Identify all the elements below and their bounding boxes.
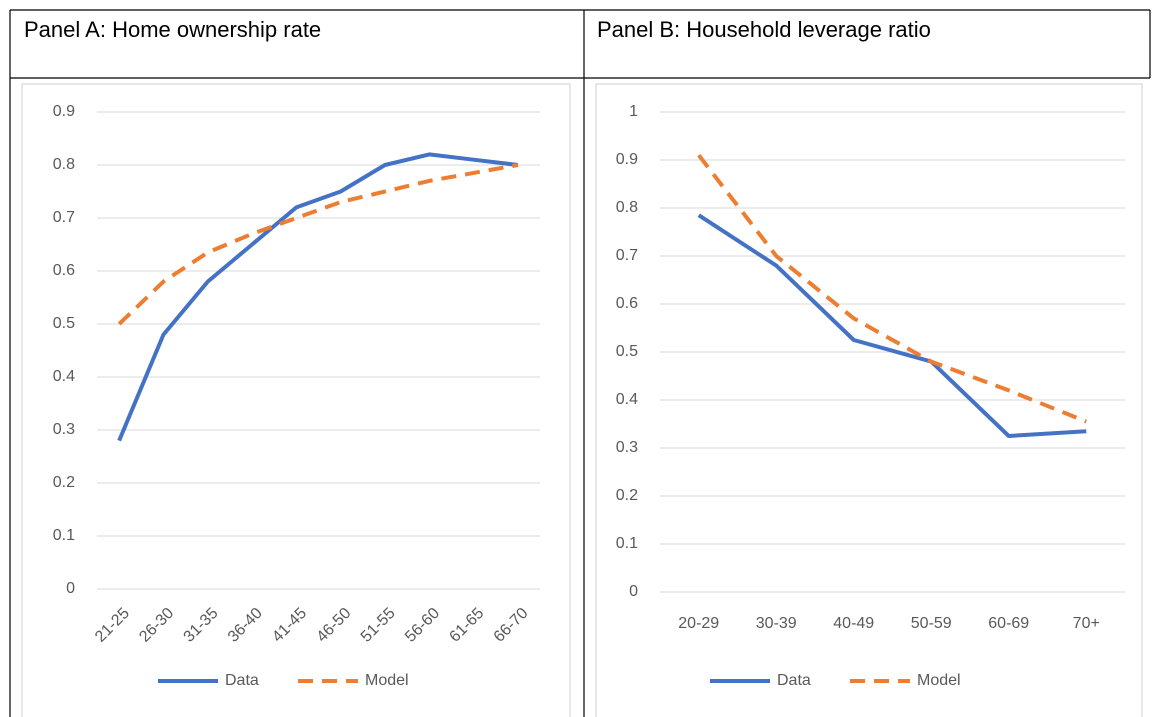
y-tick-label: 0.9 [616,151,638,168]
panel-title: Panel A: Home ownership rate [24,17,321,42]
y-tick-label: 0.3 [616,439,638,456]
data-line [117,152,519,442]
y-tick-label: 0.9 [53,103,75,120]
y-tick-label: 0.2 [616,487,638,504]
x-tick-label: 20-29 [678,615,719,632]
y-tick-label: 0.4 [53,368,75,385]
data-line [697,213,1087,438]
y-tick-label: 0 [66,580,75,597]
data-line [697,153,1087,424]
panel-title: Panel B: Household leverage ratio [597,17,931,42]
legend-label: Model [917,672,961,689]
y-tick-label: 0.1 [616,535,638,552]
x-tick-label: 21-25 [92,605,133,646]
y-tick-label: 0.5 [53,315,75,332]
y-tick-label: 0.8 [616,199,638,216]
data-line [117,163,519,326]
legend-label: Data [225,672,259,689]
y-tick-label: 0.4 [616,391,638,408]
x-tick-label: 50-59 [911,615,952,632]
y-tick-label: 0 [629,583,638,600]
x-tick-label: 60-69 [988,615,1029,632]
y-tick-label: 0.6 [616,295,638,312]
chart-frame [595,83,1143,717]
y-tick-label: 0.5 [616,343,638,360]
x-tick-label: 40-49 [833,615,874,632]
y-tick-label: 0.2 [53,474,75,491]
y-tick-label: 0.1 [53,527,75,544]
y-tick-label: 0.8 [53,156,75,173]
y-tick-label: 0.6 [53,262,75,279]
x-tick-label: 56-60 [402,605,443,646]
legend-label: Data [777,672,811,689]
chart-frame [21,83,571,717]
x-tick-label: 41-45 [269,605,310,646]
y-tick-label: 0.7 [53,209,75,226]
x-tick-label: 46-50 [314,605,355,646]
x-tick-label: 66-70 [491,605,532,646]
y-tick-label: 0.3 [53,421,75,438]
x-tick-label: 61-65 [446,605,487,646]
x-tick-label: 31-35 [181,605,222,646]
x-tick-label: 26-30 [136,605,177,646]
x-tick-label: 70+ [1073,615,1100,632]
legend-label: Model [365,672,409,689]
x-tick-label: 30-39 [756,615,797,632]
x-tick-label: 36-40 [225,605,266,646]
x-tick-label: 51-55 [358,605,399,646]
y-tick-label: 0.7 [616,247,638,264]
y-tick-label: 1 [629,103,638,120]
